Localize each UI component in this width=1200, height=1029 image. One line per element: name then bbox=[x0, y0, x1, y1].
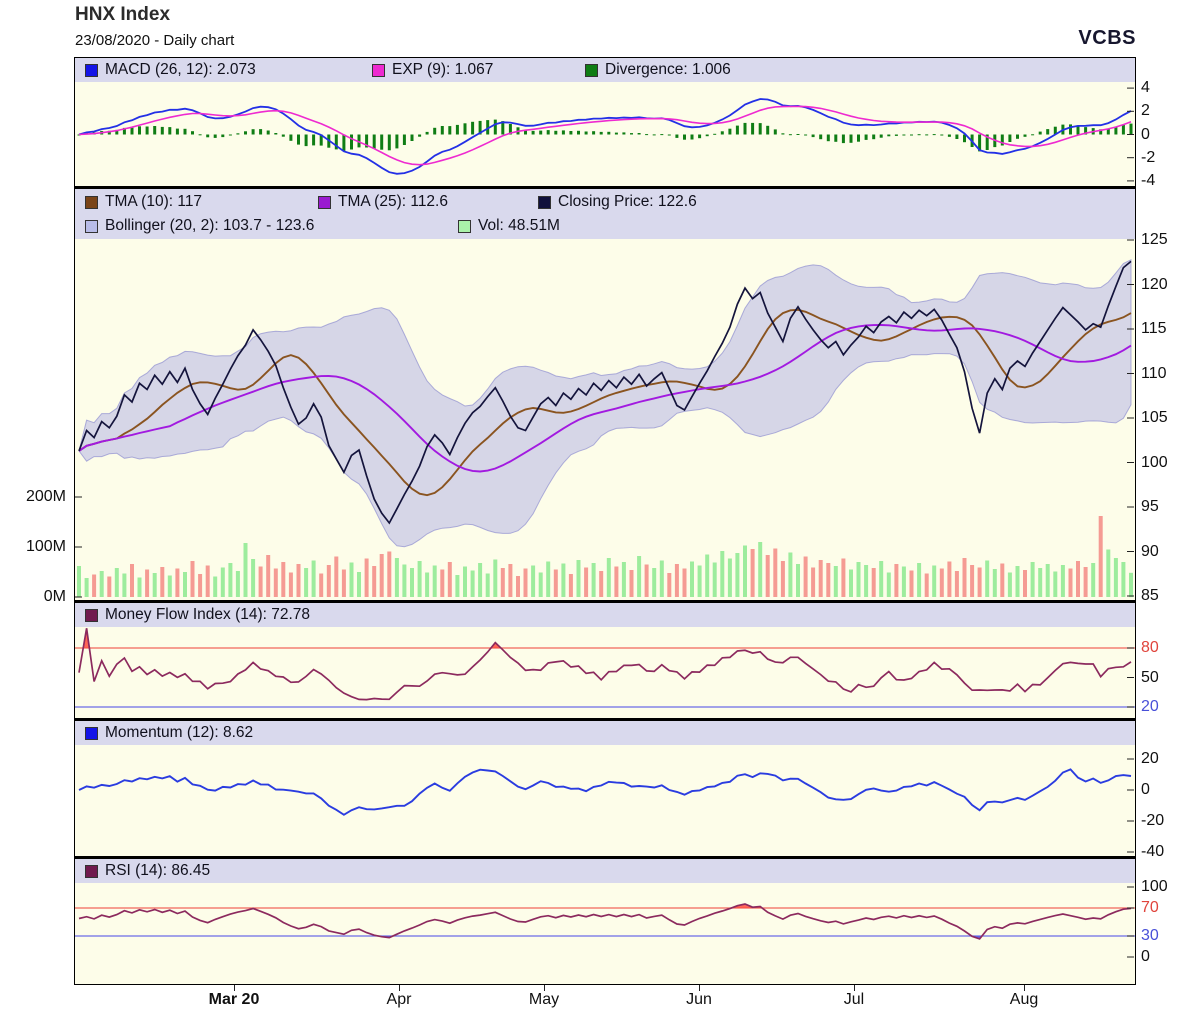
y-axis-tick-label: 80 bbox=[1141, 639, 1159, 656]
y-axis-tick-label: 125 bbox=[1141, 231, 1168, 248]
x-axis-tick bbox=[544, 985, 545, 991]
x-axis-tick bbox=[234, 985, 235, 991]
x-axis-label: Apr bbox=[386, 991, 412, 1008]
legend-item: Divergence: 1.006 bbox=[585, 58, 731, 82]
y-axis-tick-label: 100 bbox=[1141, 878, 1168, 895]
legend-swatch-icon bbox=[85, 864, 98, 878]
y-axis-tick-label: 90 bbox=[1141, 543, 1159, 560]
y-axis-tick-label: 0 bbox=[1141, 126, 1150, 143]
legend-item: Money Flow Index (14): 72.78 bbox=[85, 603, 310, 627]
x-axis-tick bbox=[854, 985, 855, 991]
legend-label: Divergence: 1.006 bbox=[605, 61, 731, 78]
y-axis-tick-label: 50 bbox=[1141, 669, 1159, 686]
legend-item: Momentum (12): 8.62 bbox=[85, 721, 253, 745]
macd-plot bbox=[77, 87, 1134, 182]
y-axis-tick-label: 20 bbox=[1141, 698, 1159, 715]
macd-panel: MACD (26, 12): 2.073 EXP (9): 1.067 Diverg… bbox=[75, 58, 1135, 186]
legend-label: EXP (9): 1.067 bbox=[392, 61, 494, 78]
price-panel: TMA (10): 117 TMA (25): 112.6 Closing Pric… bbox=[75, 189, 1135, 600]
legend-label: RSI (14): 86.45 bbox=[105, 862, 211, 879]
mfi-plot bbox=[75, 628, 1135, 708]
y-axis-tick-label: 100 bbox=[1141, 454, 1168, 471]
y-axis-tick-label: 0 bbox=[1141, 948, 1150, 965]
legend-label: Closing Price: 122.6 bbox=[558, 193, 697, 210]
legend-item: RSI (14): 86.45 bbox=[85, 859, 210, 883]
momentum-plot bbox=[78, 758, 1134, 853]
legend-swatch-icon bbox=[372, 63, 385, 77]
y-axis-tick-label: 85 bbox=[1141, 587, 1159, 604]
chart-subtitle: 23/08/2020 - Daily chart bbox=[75, 32, 235, 49]
legend-swatch-icon bbox=[85, 726, 98, 740]
legend-label: Vol: 48.51M bbox=[478, 217, 560, 234]
volume-tick-label: 200M bbox=[25, 488, 66, 505]
y-axis-tick-label: 115 bbox=[1141, 320, 1167, 337]
legend-item: Bollinger (20, 2): 103.7 - 123.6 bbox=[85, 214, 314, 238]
x-axis-label: Aug bbox=[1009, 991, 1039, 1008]
legend-swatch-icon bbox=[458, 219, 471, 233]
y-axis-tick-label: 120 bbox=[1141, 276, 1168, 293]
legend-label: TMA (25): 112.6 bbox=[338, 193, 448, 210]
brand-logo: VCBS bbox=[1078, 27, 1136, 49]
legend-label: Money Flow Index (14): 72.78 bbox=[105, 606, 311, 623]
volume-tick-label: 100M bbox=[25, 538, 66, 555]
y-axis-tick-label: 0 bbox=[1141, 781, 1150, 798]
x-axis-label: Jul bbox=[843, 991, 865, 1008]
y-axis-tick-label: 110 bbox=[1141, 365, 1167, 382]
legend-swatch-icon bbox=[85, 195, 98, 209]
volume-tick-label: 0M bbox=[43, 588, 66, 605]
charts-container: MACD (26, 12): 2.073 EXP (9): 1.067 Diverg… bbox=[74, 57, 1136, 985]
price-plot bbox=[75, 239, 1134, 598]
x-axis-label: Mar 20 bbox=[208, 991, 260, 1008]
y-axis-tick-label: -40 bbox=[1141, 843, 1165, 860]
legend-swatch-icon bbox=[85, 219, 98, 233]
legend-item: TMA (10): 117 bbox=[85, 190, 202, 214]
y-axis-tick-label: 95 bbox=[1141, 498, 1159, 515]
legend-label: Bollinger (20, 2): 103.7 - 123.6 bbox=[105, 217, 315, 234]
momentum-panel: Momentum (12): 8.62 bbox=[75, 721, 1135, 856]
rsi-panel: RSI (14): 86.45 bbox=[75, 859, 1135, 984]
legend-swatch-icon bbox=[85, 608, 98, 622]
x-axis-label: May bbox=[528, 991, 560, 1008]
mfi-panel: Money Flow Index (14): 72.78 bbox=[75, 603, 1135, 718]
y-axis-tick-label: -4 bbox=[1141, 172, 1156, 189]
x-axis-tick bbox=[1024, 985, 1025, 991]
x-axis-tick bbox=[699, 985, 700, 991]
legend-item: Vol: 48.51M bbox=[458, 214, 560, 238]
page-title: HNX Index bbox=[75, 4, 171, 25]
y-axis-tick-label: 105 bbox=[1141, 409, 1168, 426]
x-axis-label: Jun bbox=[686, 991, 712, 1008]
legend-label: Momentum (12): 8.62 bbox=[105, 724, 254, 741]
legend-item: Closing Price: 122.6 bbox=[538, 190, 697, 214]
price-legend: TMA (10): 117 TMA (25): 112.6 Closing Pric… bbox=[75, 189, 1135, 239]
legend-item: TMA (25): 112.6 bbox=[318, 190, 448, 214]
legend-item: EXP (9): 1.067 bbox=[372, 58, 493, 82]
legend-item: MACD (26, 12): 2.073 bbox=[85, 58, 256, 82]
macd-legend: MACD (26, 12): 2.073 EXP (9): 1.067 Diverg… bbox=[75, 58, 1135, 82]
y-axis-tick-label: -2 bbox=[1141, 149, 1156, 166]
mfi-legend: Money Flow Index (14): 72.78 bbox=[75, 603, 1135, 627]
y-axis-tick-label: 4 bbox=[1141, 79, 1150, 96]
y-axis-tick-label: 20 bbox=[1141, 750, 1159, 767]
legend-label: TMA (10): 117 bbox=[105, 193, 203, 210]
y-axis-tick-label: 30 bbox=[1141, 927, 1159, 944]
legend-label: MACD (26, 12): 2.073 bbox=[105, 61, 256, 78]
rsi-legend: RSI (14): 86.45 bbox=[75, 859, 1135, 883]
legend-swatch-icon bbox=[318, 195, 331, 209]
rsi-plot bbox=[75, 886, 1135, 958]
legend-swatch-icon bbox=[538, 195, 551, 209]
legend-swatch-icon bbox=[585, 63, 598, 77]
momentum-legend: Momentum (12): 8.62 bbox=[75, 721, 1135, 745]
x-axis-tick bbox=[399, 985, 400, 991]
y-axis-tick-label: -20 bbox=[1141, 812, 1165, 829]
legend-swatch-icon bbox=[85, 63, 98, 77]
y-axis-tick-label: 2 bbox=[1141, 102, 1150, 119]
y-axis-tick-label: 70 bbox=[1141, 899, 1159, 916]
